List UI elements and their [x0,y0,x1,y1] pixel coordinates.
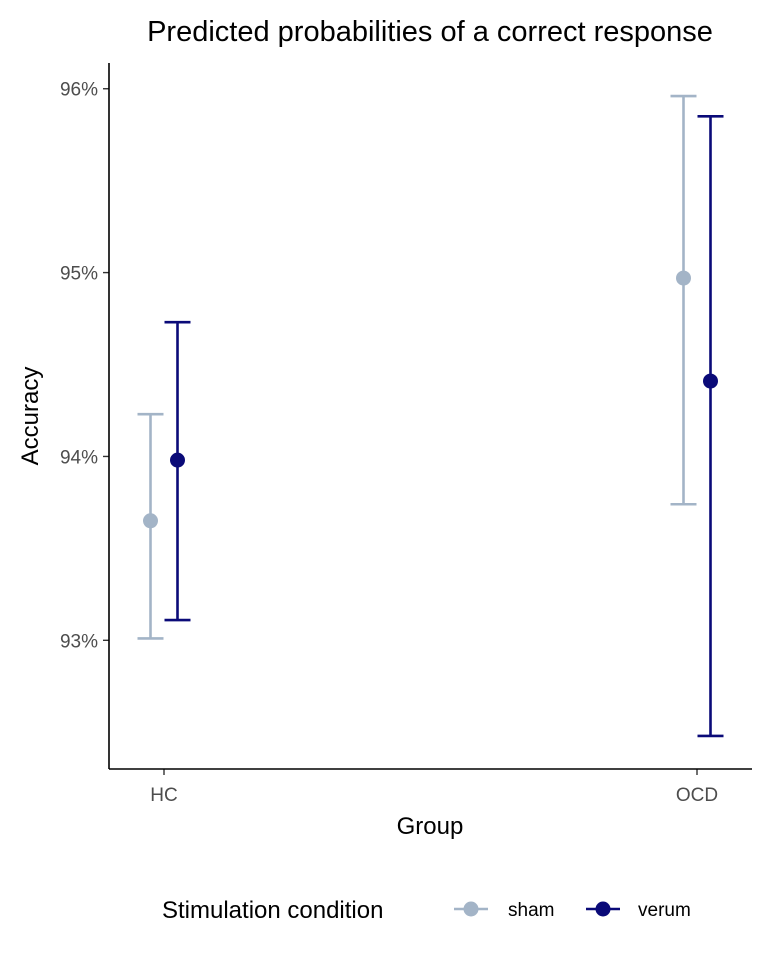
legend-key-point [463,901,479,917]
point-sham-HC [143,513,158,529]
y-tick-label: 96% [60,80,98,101]
y-tick-label: 93% [60,631,98,652]
legend-title: Stimulation condition [162,897,383,924]
plot-marks [137,94,724,738]
x-axis-ticks: HC OCD [150,769,718,806]
legend-key-verum [586,901,620,917]
y-tick-label: 95% [60,264,98,285]
legend-key-point [595,901,611,917]
errorbar-sham-OCD [670,94,697,506]
point-verum-HC [170,452,185,468]
x-axis-title: Group [397,813,464,840]
legend: Stimulation condition sham verum [162,897,691,924]
y-axis-title: Accuracy [17,367,44,466]
legend-label-verum: verum [638,900,691,921]
point-sham-OCD [676,270,691,286]
y-tick-label: 94% [60,447,98,468]
y-axis-ticks: 93% 94% 95% 96% [60,80,109,652]
errorbar-verum-OCD [697,115,724,738]
x-tick-label: HC [150,785,177,806]
legend-label-sham: sham [508,900,554,921]
legend-key-sham [454,901,488,917]
point-verum-OCD [703,373,718,389]
errorbar-verum-HC [164,320,191,622]
chart-title: Predicted probabilities of a correct res… [147,16,713,48]
x-tick-label: OCD [676,785,718,806]
